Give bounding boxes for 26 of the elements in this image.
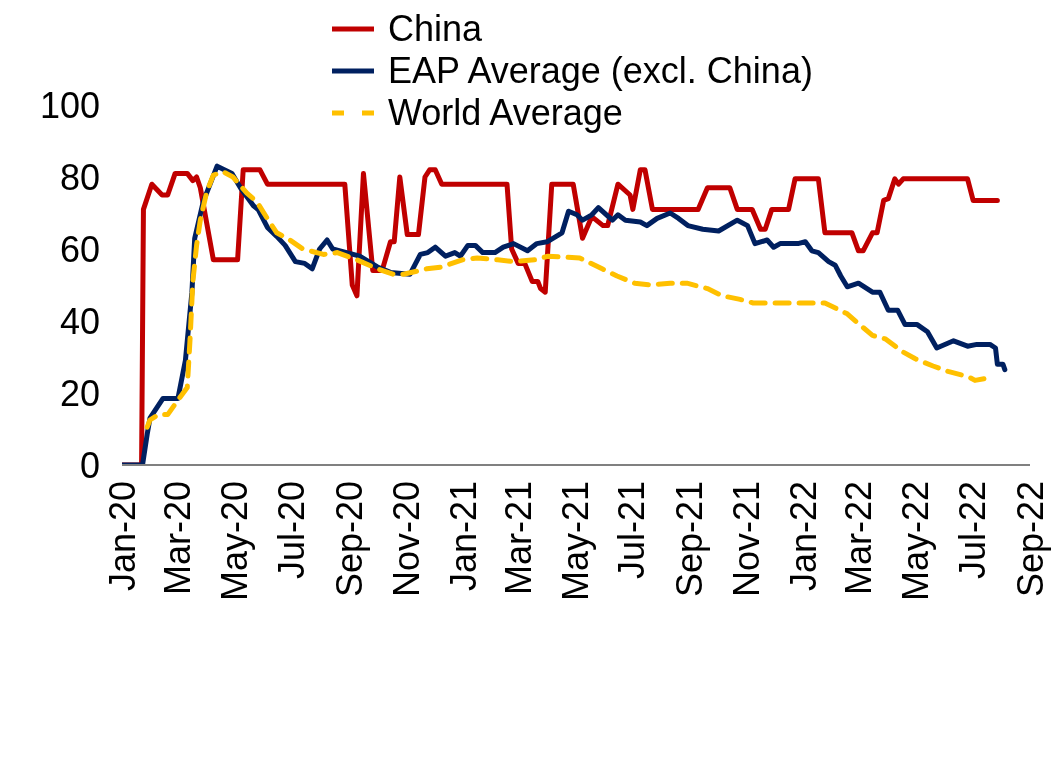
x-tick-label: Jul-20 bbox=[271, 481, 313, 580]
y-tick-label: 40 bbox=[59, 300, 100, 342]
x-tick-label: Mar-21 bbox=[497, 481, 539, 596]
x-tick-label: Sep-21 bbox=[669, 481, 711, 598]
x-tick-label: May-22 bbox=[894, 481, 936, 602]
x-tick-label: Jan-22 bbox=[782, 481, 824, 592]
legend-label: EAP Average (excl. China) bbox=[388, 50, 813, 92]
x-tick-label: Sep-20 bbox=[328, 481, 370, 598]
x-tick-label: Mar-22 bbox=[837, 481, 879, 596]
legend-label: World Average bbox=[388, 92, 623, 134]
x-tick-label: May-21 bbox=[554, 481, 596, 602]
x-tick-label: Jul-22 bbox=[951, 481, 993, 580]
x-tick-label: Sep-22 bbox=[1009, 481, 1051, 598]
x-tick-label: May-20 bbox=[214, 481, 256, 602]
x-tick-label: Jan-20 bbox=[101, 481, 143, 592]
legend-label: China bbox=[388, 8, 483, 50]
x-tick-label: Nov-20 bbox=[385, 481, 427, 598]
y-tick-label: 80 bbox=[59, 156, 100, 198]
y-tick-label: 100 bbox=[39, 84, 100, 126]
y-tick-label: 20 bbox=[59, 372, 100, 414]
x-tick-label: Mar-20 bbox=[157, 481, 199, 596]
y-tick-label: 60 bbox=[59, 228, 100, 270]
x-tick-label: Nov-21 bbox=[726, 481, 768, 598]
x-tick-label: Jan-21 bbox=[442, 481, 484, 592]
x-tick-label: Jul-21 bbox=[611, 481, 653, 580]
y-tick-label: 0 bbox=[79, 444, 100, 486]
